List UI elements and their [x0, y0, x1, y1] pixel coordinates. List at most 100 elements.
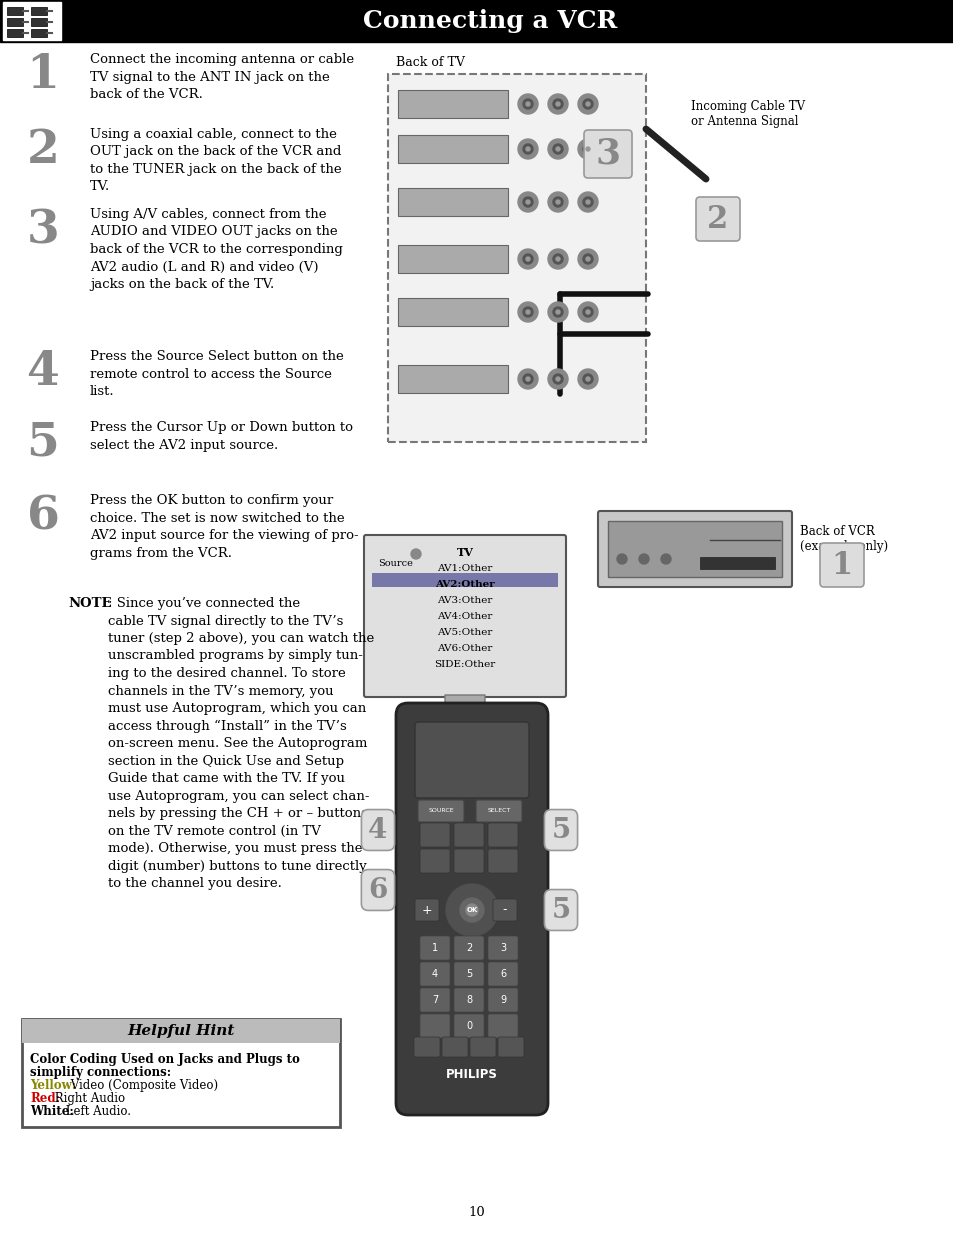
- Circle shape: [585, 147, 589, 151]
- Circle shape: [547, 140, 567, 159]
- FancyBboxPatch shape: [454, 936, 483, 960]
- Circle shape: [517, 369, 537, 389]
- Text: Using a coaxial cable, connect to the
OUT jack on the back of the VCR and
to the: Using a coaxial cable, connect to the OU…: [90, 128, 341, 194]
- Circle shape: [525, 257, 530, 261]
- Text: Left Audio.: Left Audio.: [62, 1105, 131, 1118]
- Circle shape: [547, 303, 567, 322]
- Text: Using A/V cables, connect from the
AUDIO and VIDEO OUT jacks on the
back of the : Using A/V cables, connect from the AUDIO…: [90, 207, 342, 291]
- FancyBboxPatch shape: [493, 899, 517, 921]
- FancyBboxPatch shape: [414, 1037, 439, 1057]
- Text: simplify connections:: simplify connections:: [30, 1066, 171, 1079]
- Circle shape: [556, 200, 559, 204]
- FancyBboxPatch shape: [454, 962, 483, 986]
- FancyBboxPatch shape: [419, 848, 450, 873]
- Text: Back of TV: Back of TV: [395, 56, 464, 69]
- FancyBboxPatch shape: [415, 899, 438, 921]
- Circle shape: [578, 191, 598, 212]
- Circle shape: [582, 144, 593, 154]
- Text: Connecting a VCR: Connecting a VCR: [362, 9, 617, 33]
- Circle shape: [585, 310, 589, 314]
- FancyBboxPatch shape: [497, 1037, 523, 1057]
- Bar: [30, 7, 47, 15]
- Circle shape: [411, 550, 420, 559]
- Circle shape: [556, 257, 559, 261]
- Text: 0: 0: [465, 1021, 472, 1031]
- Bar: [30, 19, 47, 26]
- FancyBboxPatch shape: [419, 988, 450, 1011]
- Text: 3: 3: [595, 137, 619, 170]
- Text: AV3:Other: AV3:Other: [436, 597, 492, 605]
- Circle shape: [553, 99, 562, 109]
- Bar: [30, 28, 47, 37]
- Bar: [22, 1019, 339, 1128]
- Text: Color Coding Used on Jacks and Plugs to: Color Coding Used on Jacks and Plugs to: [30, 1053, 299, 1066]
- Bar: [397, 245, 507, 273]
- Text: 2: 2: [465, 944, 472, 953]
- Text: 2: 2: [27, 127, 59, 173]
- Text: 8: 8: [465, 995, 472, 1005]
- Circle shape: [582, 198, 593, 207]
- Text: PHILIPS: PHILIPS: [446, 1068, 497, 1082]
- Circle shape: [578, 140, 598, 159]
- Text: Press the OK button to confirm your
choice. The set is now switched to the
AV2 i: Press the OK button to confirm your choi…: [90, 494, 358, 559]
- Circle shape: [553, 374, 562, 384]
- Circle shape: [525, 310, 530, 314]
- FancyBboxPatch shape: [417, 800, 463, 823]
- Text: : Since you’ve connected the
cable TV signal directly to the TV’s
tuner (step 2 : : Since you’ve connected the cable TV si…: [108, 597, 374, 890]
- FancyBboxPatch shape: [454, 988, 483, 1011]
- FancyBboxPatch shape: [488, 988, 517, 1011]
- Text: SOURCE: SOURCE: [428, 809, 454, 814]
- Text: White:: White:: [30, 1105, 73, 1118]
- Text: Helpful Hint: Helpful Hint: [127, 1024, 234, 1037]
- Circle shape: [578, 369, 598, 389]
- Circle shape: [446, 884, 497, 936]
- FancyBboxPatch shape: [419, 823, 450, 847]
- FancyBboxPatch shape: [598, 511, 791, 587]
- Circle shape: [547, 369, 567, 389]
- Circle shape: [556, 377, 559, 382]
- Text: 5: 5: [465, 969, 472, 979]
- Text: 6: 6: [27, 493, 59, 538]
- FancyBboxPatch shape: [441, 1037, 468, 1057]
- Polygon shape: [424, 695, 504, 750]
- Bar: [7, 7, 23, 15]
- Circle shape: [517, 191, 537, 212]
- Text: NOTE: NOTE: [68, 597, 112, 610]
- Text: AV1:Other: AV1:Other: [436, 564, 492, 573]
- Circle shape: [525, 200, 530, 204]
- Text: AV2:Other: AV2:Other: [435, 580, 495, 589]
- Circle shape: [582, 99, 593, 109]
- Text: Source: Source: [377, 559, 413, 568]
- Text: 4: 4: [368, 816, 387, 844]
- FancyBboxPatch shape: [476, 800, 521, 823]
- Bar: [607, 521, 781, 577]
- Text: 4: 4: [27, 350, 59, 395]
- FancyBboxPatch shape: [415, 722, 529, 798]
- Circle shape: [585, 377, 589, 382]
- FancyBboxPatch shape: [488, 936, 517, 960]
- Text: Yellow:: Yellow:: [30, 1079, 76, 1092]
- Text: 10: 10: [468, 1207, 485, 1219]
- Circle shape: [547, 94, 567, 114]
- FancyBboxPatch shape: [488, 962, 517, 986]
- Circle shape: [522, 254, 533, 264]
- Text: TV: TV: [456, 547, 473, 558]
- Bar: [397, 188, 507, 216]
- Text: OK: OK: [466, 906, 477, 913]
- Text: SELECT: SELECT: [487, 809, 510, 814]
- Text: Press the Cursor Up or Down button to
select the AV2 input source.: Press the Cursor Up or Down button to se…: [90, 421, 353, 452]
- Circle shape: [556, 147, 559, 151]
- Circle shape: [617, 555, 626, 564]
- Text: -: -: [502, 904, 507, 916]
- Bar: [3, 2, 61, 40]
- Bar: [22, 1019, 339, 1044]
- Circle shape: [553, 254, 562, 264]
- Circle shape: [585, 257, 589, 261]
- Circle shape: [525, 147, 530, 151]
- Text: 3: 3: [499, 944, 505, 953]
- Text: Incoming Cable TV
or Antenna Signal: Incoming Cable TV or Antenna Signal: [690, 100, 804, 128]
- Circle shape: [465, 904, 477, 916]
- Circle shape: [522, 308, 533, 317]
- Circle shape: [578, 249, 598, 269]
- Text: Press the Source Select button on the
remote control to access the Source
list.: Press the Source Select button on the re…: [90, 350, 343, 398]
